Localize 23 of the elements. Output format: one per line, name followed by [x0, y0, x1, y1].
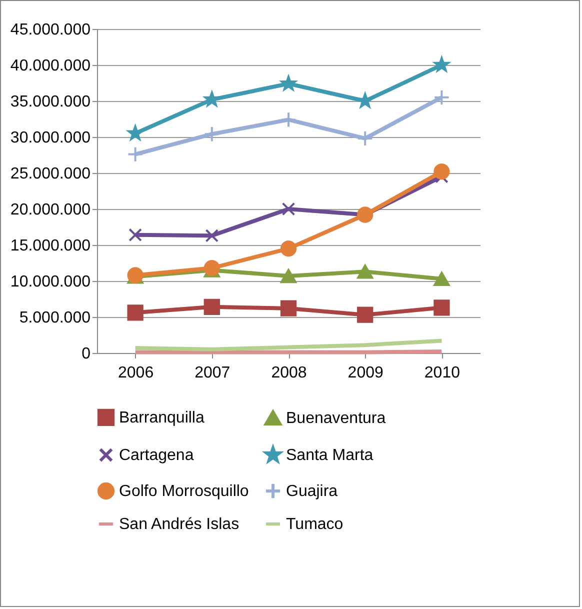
y-tick-label: 5.000.000 — [19, 310, 91, 326]
x-tick-label: 2007 — [194, 364, 230, 382]
legend-label: San Andrés Islas — [119, 516, 240, 533]
y-tick-label: 10.000.000 — [10, 274, 91, 290]
y-tick-label: 25.000.000 — [10, 166, 91, 182]
legend-label: Barranquilla — [119, 409, 204, 426]
y-tick-label: 0 — [82, 346, 91, 362]
x-tick-label: 2006 — [118, 364, 154, 382]
y-tick-label: 35.000.000 — [10, 94, 91, 110]
legend-label: Santa Marta — [286, 447, 374, 464]
legend-label: Tumaco — [286, 516, 344, 533]
y-tick-label: 40.000.000 — [10, 58, 91, 74]
x-tick-label: 2009 — [348, 364, 384, 382]
y-tick-label: 20.000.000 — [10, 202, 91, 218]
y-tick-label: 45.000.000 — [10, 22, 91, 38]
legend-label: Golfo Morrosquillo — [119, 483, 249, 500]
y-tick-label: 30.000.000 — [10, 130, 91, 146]
y-tick-label: 15.000.000 — [10, 238, 91, 254]
x-tick-label: 2008 — [271, 364, 307, 382]
x-tick-label: 2010 — [424, 364, 460, 382]
legend-label: Cartagena — [119, 447, 194, 464]
legend-label: Guajira — [286, 483, 338, 500]
legend-label: Buenaventura — [286, 410, 386, 427]
